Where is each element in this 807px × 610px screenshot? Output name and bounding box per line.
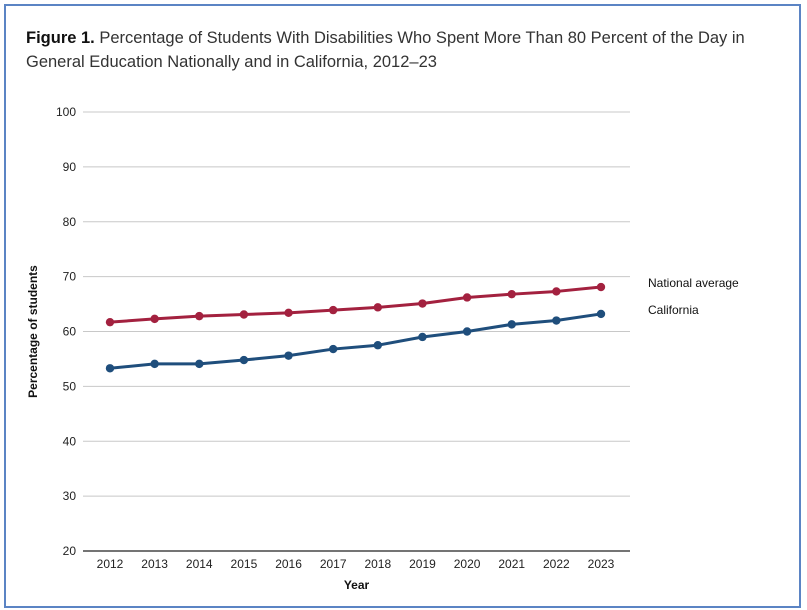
x-tick-label: 2020: [454, 557, 481, 571]
data-point: [105, 364, 115, 373]
data-point: [418, 332, 427, 342]
x-tick-label: 2018: [364, 557, 391, 571]
data-point: [373, 303, 383, 312]
data-point: [418, 299, 427, 308]
x-tick-label: 2021: [498, 557, 525, 571]
x-axis-title: Year: [344, 578, 370, 592]
series-line-0: [109, 285, 602, 324]
data-point: [596, 309, 606, 319]
data-point: [328, 305, 338, 315]
data-point: [284, 308, 293, 318]
data-point: [462, 327, 472, 336]
y-tick-label: 90: [63, 160, 77, 174]
data-point: [239, 310, 249, 319]
y-tick-label: 80: [63, 215, 77, 229]
y-tick-label: 50: [63, 379, 77, 393]
x-tick-label: 2022: [543, 557, 570, 571]
series-line-1: [109, 312, 602, 370]
x-tick-label: 2016: [275, 557, 302, 571]
x-tick-label: 2023: [588, 557, 615, 571]
y-tick-label: 40: [63, 434, 77, 448]
data-point: [239, 355, 249, 365]
data-point: [195, 359, 204, 369]
legend-label: California: [648, 303, 699, 317]
x-tick-label: 2012: [97, 557, 124, 571]
data-point: [150, 359, 159, 369]
x-tick-label: 2015: [231, 557, 258, 571]
y-tick-label: 20: [63, 544, 77, 558]
data-point: [328, 344, 338, 354]
x-tick-label: 2014: [186, 557, 213, 571]
figure-title-text: Percentage of Students With Disabilities…: [26, 29, 745, 71]
legend-label: National average: [648, 276, 739, 290]
y-tick-label: 100: [56, 105, 76, 119]
x-tick-label: 2017: [320, 557, 347, 571]
y-tick-label: 60: [63, 325, 77, 339]
figure-label: Figure 1.: [26, 29, 95, 47]
y-tick-label: 70: [63, 270, 77, 284]
data-point: [105, 317, 115, 327]
data-point: [284, 351, 293, 360]
data-point: [195, 311, 204, 321]
x-tick-label: 2013: [141, 557, 168, 571]
data-point: [507, 289, 516, 299]
y-tick-label: 30: [63, 489, 77, 503]
data-point: [552, 316, 561, 325]
figure-title: Figure 1. Percentage of Students With Di…: [26, 26, 796, 74]
data-point: [596, 282, 606, 292]
data-point: [150, 314, 159, 324]
data-point: [462, 293, 472, 302]
y-axis-title: Percentage of students: [26, 265, 40, 398]
data-point: [552, 287, 561, 296]
data-point: [373, 341, 383, 350]
data-point: [507, 320, 516, 329]
x-tick-label: 2019: [409, 557, 436, 571]
